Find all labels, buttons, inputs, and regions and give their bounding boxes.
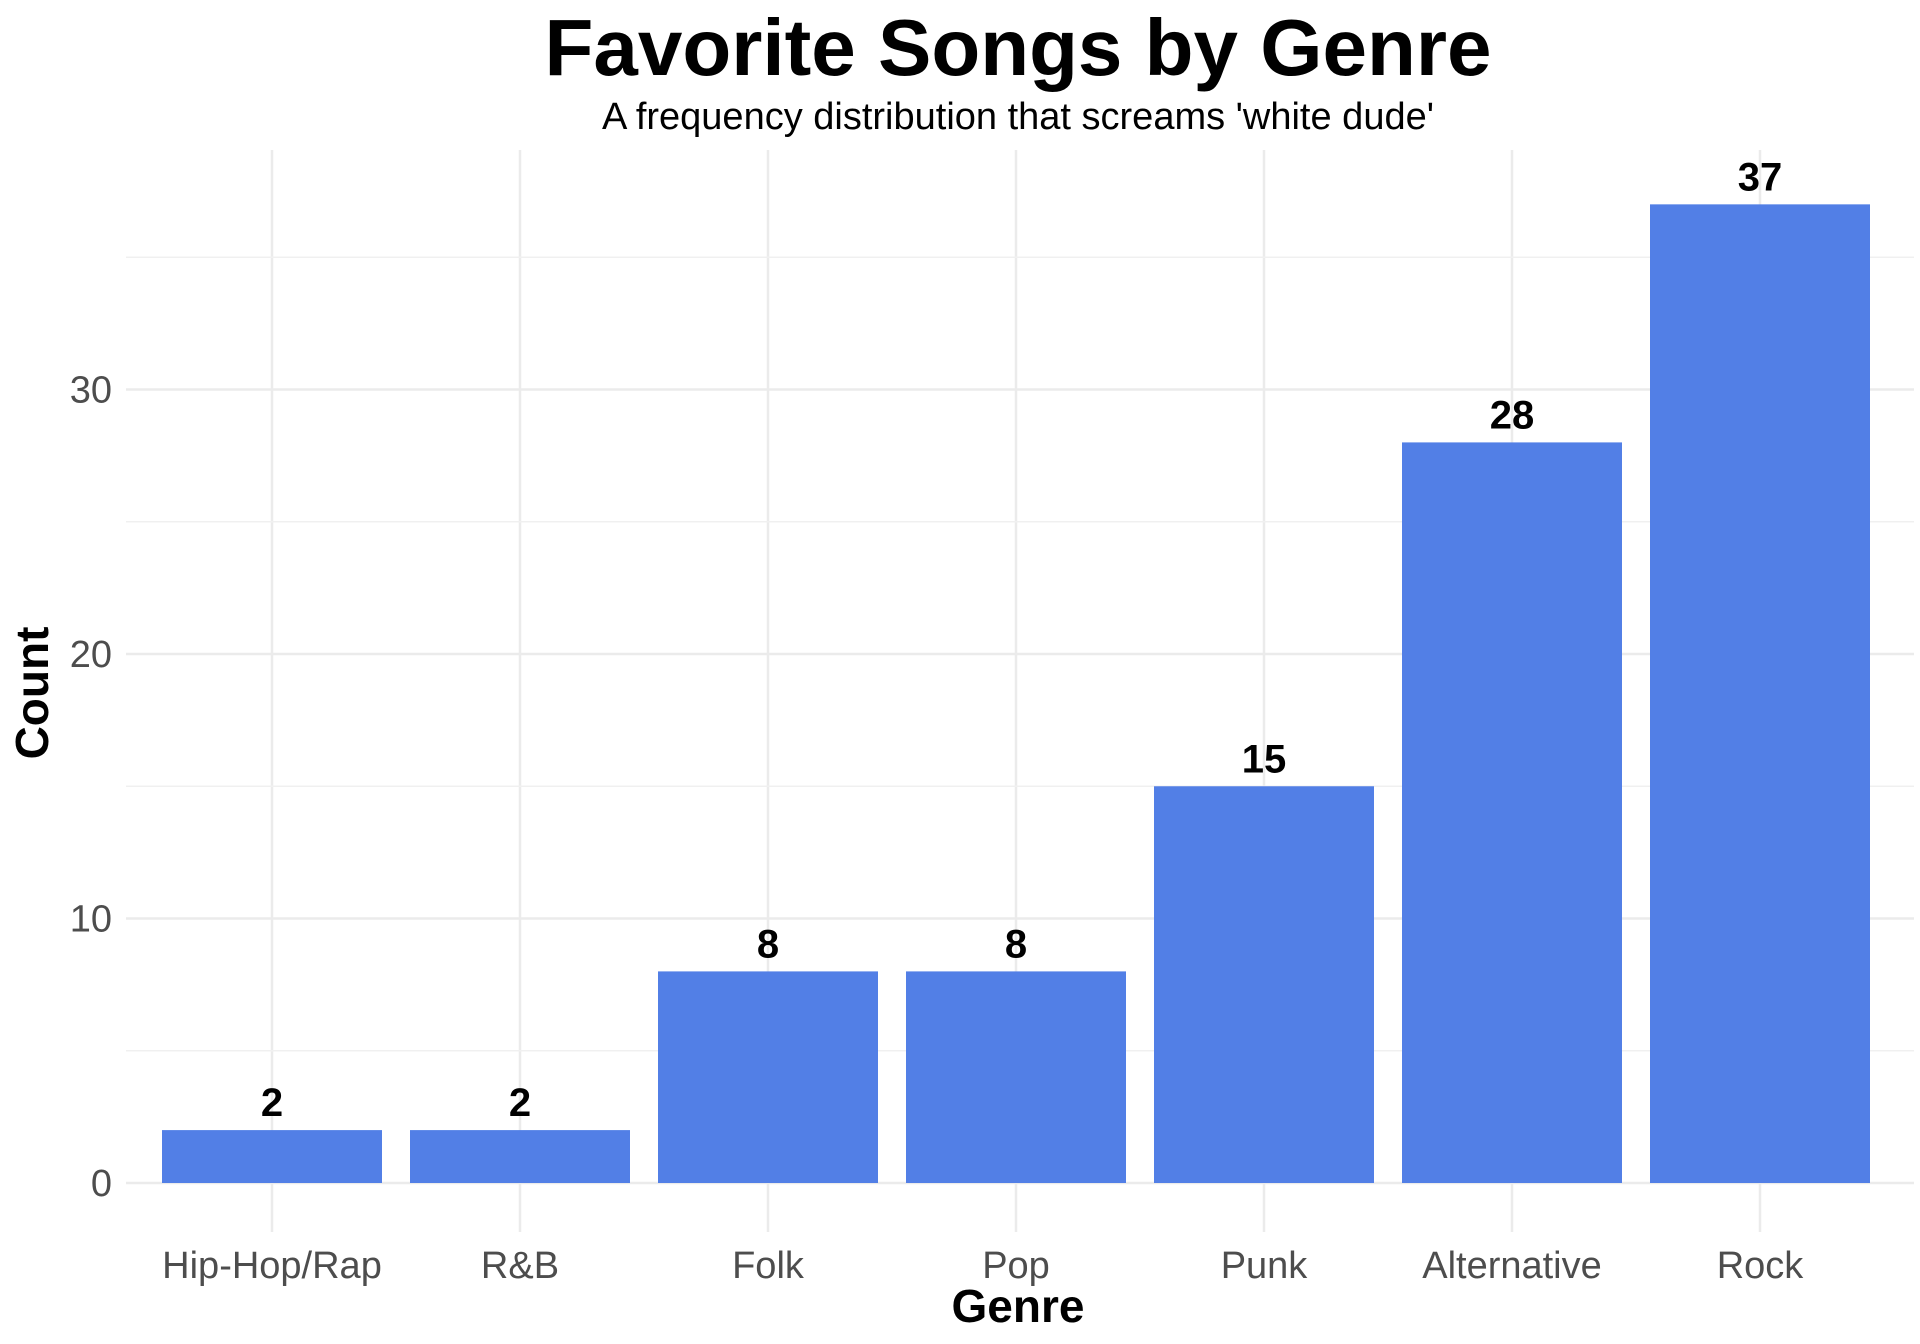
bar — [1154, 786, 1374, 1183]
y-axis-ticks: 0 10 20 30 — [70, 370, 112, 1206]
x-tick-label: R&B — [481, 1245, 559, 1287]
x-tick-label: Alternative — [1422, 1245, 1602, 1287]
y-tick-label: 0 — [91, 1163, 112, 1205]
bar — [410, 1130, 630, 1183]
x-tick-label: Punk — [1221, 1245, 1309, 1287]
data-label: 28 — [1490, 393, 1535, 437]
bar — [162, 1130, 382, 1183]
data-label: 8 — [757, 922, 779, 966]
y-tick-label: 20 — [70, 634, 112, 676]
data-label: 8 — [1005, 922, 1027, 966]
x-axis-title: Genre — [952, 1280, 1085, 1332]
bar — [1402, 442, 1622, 1183]
bar — [906, 971, 1126, 1183]
bar — [658, 971, 878, 1183]
bars — [162, 204, 1870, 1184]
y-tick-label: 30 — [70, 370, 112, 412]
x-tick-label: Folk — [732, 1245, 805, 1287]
y-axis-title: Count — [6, 627, 58, 760]
data-label: 37 — [1738, 155, 1783, 199]
bar — [1650, 204, 1870, 1184]
data-label: 2 — [509, 1081, 531, 1125]
y-tick-label: 10 — [70, 899, 112, 941]
chart-title: Favorite Songs by Genre — [544, 3, 1492, 92]
x-axis-ticks: Hip-Hop/Rap R&B Folk Pop Punk Alternative Rock — [162, 1245, 1804, 1287]
x-tick-label: Rock — [1717, 1245, 1805, 1287]
data-label: 15 — [1242, 737, 1287, 781]
x-tick-label: Hip-Hop/Rap — [162, 1245, 382, 1287]
chart-subtitle: A frequency distribution that screams 'w… — [602, 96, 1434, 138]
data-label: 2 — [261, 1081, 283, 1125]
x-tick-label: Pop — [982, 1245, 1050, 1287]
